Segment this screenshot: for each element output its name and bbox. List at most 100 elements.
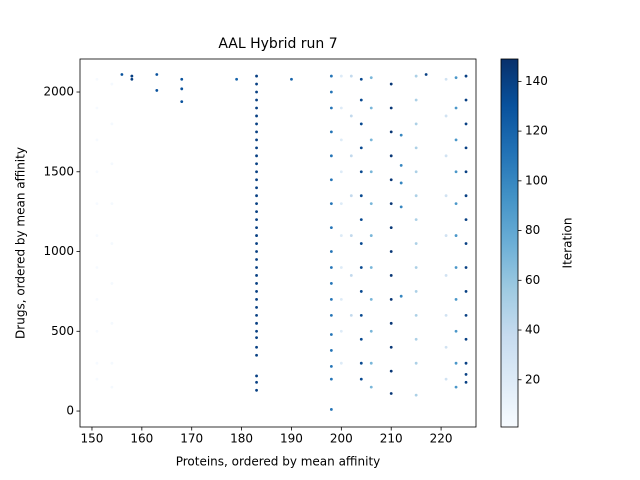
point <box>349 74 353 78</box>
point <box>255 146 258 150</box>
point <box>255 122 258 126</box>
point <box>95 138 99 142</box>
point <box>369 76 373 80</box>
x-tick-label: 170 <box>180 432 203 446</box>
point <box>414 218 418 222</box>
point <box>329 333 333 336</box>
colorbar-tick-label: 20 <box>525 372 540 386</box>
point <box>339 234 343 237</box>
point <box>399 133 403 137</box>
point <box>444 377 448 381</box>
point <box>359 313 363 317</box>
point <box>414 313 418 317</box>
point <box>454 202 458 206</box>
point <box>329 154 333 158</box>
point <box>399 163 403 167</box>
point <box>329 90 333 94</box>
point <box>329 202 333 206</box>
x-axis-label: Proteins, ordered by mean affinity <box>176 455 381 469</box>
point <box>414 146 418 150</box>
point <box>255 218 258 222</box>
point <box>359 218 363 222</box>
chart-title: AAL Hybrid run 7 <box>218 36 337 52</box>
point <box>255 266 258 269</box>
point <box>255 154 258 158</box>
point <box>414 170 418 174</box>
point <box>95 377 99 381</box>
colorbar-tick-label: 80 <box>525 223 540 237</box>
point <box>255 170 258 174</box>
y-tick-label: 500 <box>51 324 74 338</box>
point <box>369 385 373 389</box>
x-tick-label: 180 <box>230 432 253 446</box>
point <box>255 274 258 277</box>
point <box>130 74 134 78</box>
point <box>329 377 333 381</box>
point <box>359 337 363 341</box>
point <box>359 122 363 126</box>
point <box>95 202 99 206</box>
point <box>369 266 373 269</box>
point <box>464 242 468 245</box>
point <box>414 266 418 269</box>
point <box>255 258 258 261</box>
point <box>359 361 363 365</box>
point <box>339 138 343 142</box>
y-tick-label: 1500 <box>43 164 74 178</box>
point <box>329 408 333 411</box>
point <box>95 266 99 269</box>
point <box>329 106 333 110</box>
x-tick-label: 190 <box>280 432 303 446</box>
point <box>110 122 114 126</box>
point <box>369 361 373 365</box>
point <box>389 202 393 206</box>
point <box>95 297 99 301</box>
point <box>369 138 373 142</box>
colorbar-label: Iteration <box>561 218 575 269</box>
point <box>389 154 393 158</box>
colorbar-tick-label: 120 <box>525 124 548 138</box>
point <box>339 266 343 269</box>
point <box>180 77 184 81</box>
point <box>349 274 353 277</box>
point <box>454 266 458 269</box>
point <box>359 77 363 81</box>
point <box>329 297 333 301</box>
point <box>329 74 333 78</box>
point <box>414 242 418 245</box>
point <box>359 242 363 245</box>
point <box>95 77 99 81</box>
point <box>339 74 343 78</box>
y-tick-label: 0 <box>66 404 74 418</box>
point <box>464 372 468 376</box>
point <box>464 313 468 317</box>
point <box>464 98 468 102</box>
point <box>414 290 418 293</box>
point <box>255 98 258 102</box>
point <box>444 194 448 198</box>
point <box>255 186 258 190</box>
point <box>454 297 458 301</box>
point <box>329 226 333 230</box>
point <box>414 361 418 365</box>
point <box>389 106 393 110</box>
point <box>414 74 418 78</box>
point <box>414 122 418 126</box>
point <box>255 329 258 333</box>
point <box>369 234 373 237</box>
point <box>255 194 258 198</box>
point <box>389 226 393 230</box>
point <box>255 234 258 237</box>
point <box>339 170 343 174</box>
point <box>255 138 258 142</box>
colorbar <box>500 58 519 428</box>
point <box>389 274 393 277</box>
colorbar-tick-label: 100 <box>525 173 548 187</box>
point <box>444 274 448 277</box>
x-tick-label: 150 <box>81 432 104 446</box>
point <box>339 297 343 301</box>
point <box>454 138 458 142</box>
point <box>255 90 258 94</box>
point <box>369 106 373 110</box>
